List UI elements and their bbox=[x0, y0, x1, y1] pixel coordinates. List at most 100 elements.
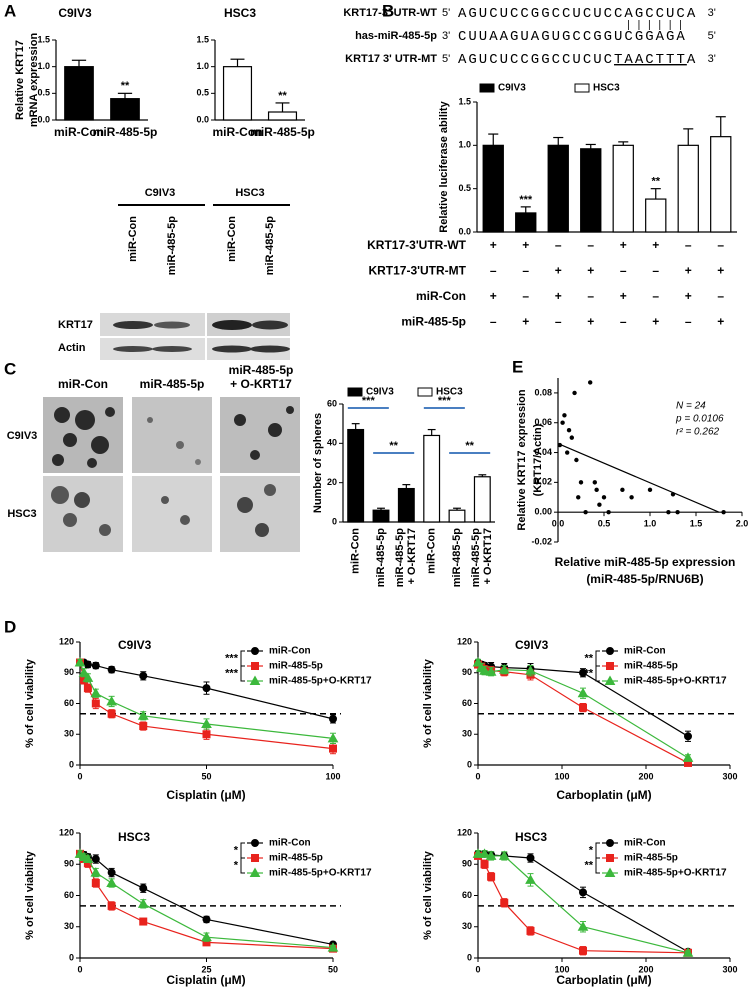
condition-sign: – bbox=[555, 315, 562, 329]
legend-marker bbox=[606, 662, 614, 670]
x-tick-label: miR-485-5p bbox=[375, 528, 387, 588]
point bbox=[569, 435, 574, 440]
y-tick-label: 0 bbox=[467, 759, 472, 769]
legend-label: miR-485-5p bbox=[624, 661, 678, 672]
legend-marker bbox=[606, 839, 614, 847]
y-tick-label: 0.04 bbox=[534, 447, 552, 457]
condition-sign: + bbox=[522, 315, 529, 329]
sequence: CUUAAGUAGUGCCGGUCGGAGA bbox=[458, 29, 687, 45]
blot-cell-line: C9IV3 bbox=[145, 187, 176, 199]
y-tick-label: 0.5 bbox=[196, 88, 209, 98]
sequence-end: 3' bbox=[708, 53, 716, 65]
y-axis-label: mRNA expression bbox=[28, 33, 40, 128]
x-tick-label: 1.5 bbox=[690, 519, 703, 529]
x-tick-label: miR-Con bbox=[213, 125, 263, 139]
point bbox=[670, 492, 676, 497]
point bbox=[606, 509, 611, 515]
marker bbox=[107, 901, 116, 910]
bar bbox=[110, 98, 140, 121]
marker bbox=[83, 660, 92, 669]
y-tick-label: 0.00 bbox=[534, 507, 552, 517]
legend-label: miR-485-5p+O-KRT17 bbox=[269, 676, 372, 687]
image-column-label: miR-Con bbox=[58, 377, 108, 391]
chart-title: C9IV3 bbox=[515, 638, 549, 652]
y-axis-label: (KRT17/Actin) bbox=[532, 423, 544, 496]
point bbox=[629, 495, 634, 500]
significance: ** bbox=[465, 440, 474, 452]
marker bbox=[525, 665, 536, 675]
point bbox=[675, 509, 680, 515]
x-tick-label: 100 bbox=[554, 964, 569, 974]
x-tick-label: + O-KRT17 bbox=[482, 528, 494, 585]
sequence-label: KRT17 3' UTR-MT bbox=[345, 53, 437, 65]
y-tick-label: 120 bbox=[457, 827, 472, 837]
marker bbox=[82, 853, 94, 864]
y-tick-label: 60 bbox=[462, 890, 472, 900]
blot-protein: KRT17 bbox=[58, 319, 93, 331]
y-axis-label: % of cell viability bbox=[422, 658, 434, 748]
marker bbox=[139, 671, 148, 680]
sequence-label: has-miR-485-5p bbox=[355, 30, 437, 42]
marker bbox=[91, 855, 100, 864]
x-tick-label: 50 bbox=[201, 771, 211, 781]
y-tick-label: 90 bbox=[64, 667, 74, 677]
blot-band bbox=[212, 345, 252, 353]
y-tick-label: 0 bbox=[69, 952, 74, 962]
bar bbox=[710, 136, 732, 233]
sequence-part: AGUCUCCGGCCUCUCCAGCCUCA bbox=[458, 6, 697, 22]
x-tick-label: miR-485-5p bbox=[451, 528, 463, 588]
sequence-end: 5' bbox=[708, 30, 716, 42]
significance: ** bbox=[584, 652, 593, 664]
significance: ** bbox=[389, 440, 398, 452]
legend-marker bbox=[604, 675, 616, 685]
point bbox=[578, 480, 584, 485]
significance: * bbox=[234, 859, 239, 871]
marker bbox=[74, 656, 86, 667]
micrograph bbox=[43, 476, 123, 552]
annotation: N = 24 bbox=[676, 401, 706, 412]
significance-bracket bbox=[240, 842, 245, 859]
condition-sign: – bbox=[717, 289, 724, 303]
point bbox=[597, 502, 602, 507]
legend-label: miR-Con bbox=[624, 838, 666, 849]
bar bbox=[482, 144, 504, 233]
sequence-end: 5' bbox=[442, 7, 450, 19]
point bbox=[576, 495, 581, 500]
sequence-part: TAACTTT bbox=[614, 52, 687, 68]
blot-band bbox=[212, 320, 252, 330]
panel-letter: D bbox=[4, 617, 16, 636]
significance: *** bbox=[519, 194, 533, 206]
condition-sign: – bbox=[522, 289, 529, 303]
y-tick-label: 1.0 bbox=[458, 140, 471, 150]
significance-bracket bbox=[595, 650, 600, 667]
marker bbox=[485, 666, 497, 676]
marker bbox=[327, 942, 339, 952]
significance: *** bbox=[225, 652, 239, 664]
x-tick-label: 50 bbox=[328, 964, 338, 974]
significance-bracket bbox=[240, 857, 245, 874]
marker bbox=[202, 730, 211, 739]
y-tick-label: 60 bbox=[462, 698, 472, 708]
significance: ** bbox=[584, 859, 593, 871]
sphere-images bbox=[43, 397, 300, 552]
marker bbox=[479, 848, 490, 858]
x-tick-label: miR-Con bbox=[426, 528, 438, 574]
legend-label: HSC3 bbox=[593, 83, 620, 94]
point bbox=[592, 480, 597, 485]
condition-sign: + bbox=[620, 289, 627, 303]
y-tick-label: 0 bbox=[69, 759, 74, 769]
sequence-part: AGUCUCCGGCCUCUC bbox=[458, 52, 614, 68]
x-tick-label: 300 bbox=[722, 771, 737, 781]
condition-sign: + bbox=[587, 264, 594, 278]
y-tick-label: 0.0 bbox=[37, 114, 50, 124]
x-axis-label: Cisplatin (μM) bbox=[166, 973, 245, 987]
legend-label: C9IV3 bbox=[498, 83, 526, 94]
legend-swatch bbox=[347, 387, 363, 397]
blot-band bbox=[113, 346, 153, 352]
significance: *** bbox=[362, 395, 376, 407]
significance: ** bbox=[651, 176, 660, 188]
significance: ** bbox=[584, 667, 593, 679]
marker bbox=[202, 684, 211, 693]
y-tick-label: 30 bbox=[462, 921, 472, 931]
x-tick-label: 100 bbox=[325, 771, 340, 781]
